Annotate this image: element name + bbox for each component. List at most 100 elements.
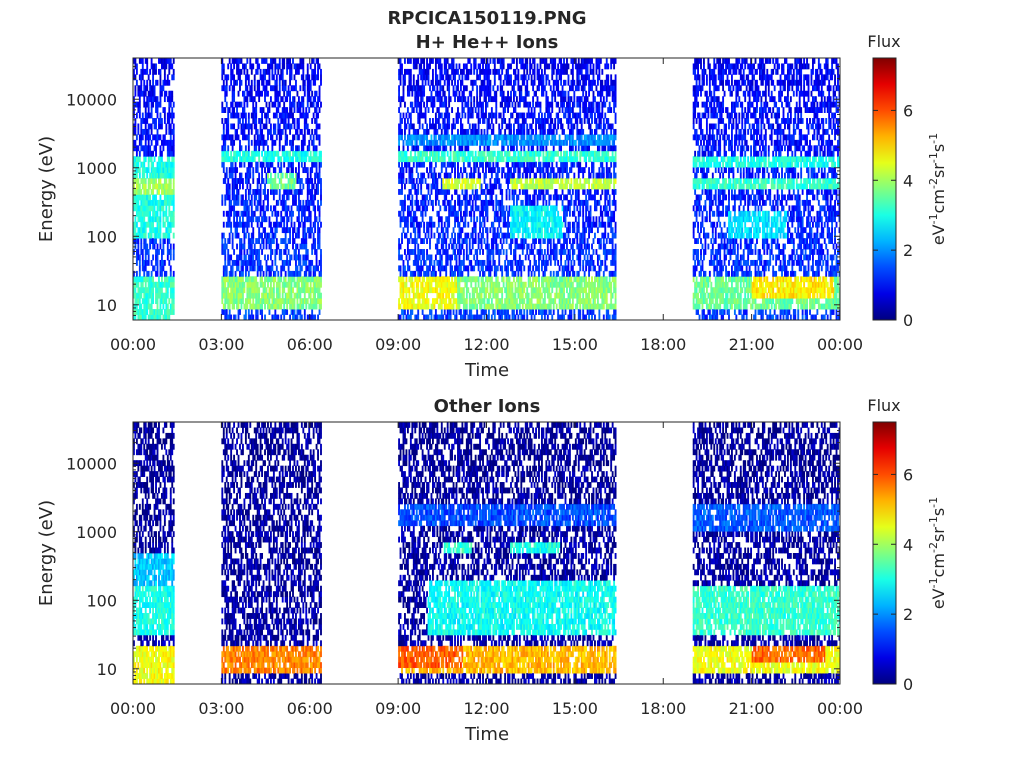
spectrogram-cell: [165, 63, 167, 69]
spectrogram-cell: [310, 265, 312, 271]
spectrogram-cell: [274, 255, 276, 261]
spectrogram-cell: [248, 80, 250, 86]
spectrogram-cell: [495, 113, 497, 119]
spectrogram-cell: [417, 129, 419, 135]
spectrogram-cell: [408, 162, 410, 168]
spectrogram-cell: [146, 118, 148, 124]
spectrogram-cell: [224, 260, 226, 266]
spectrogram-cell: [479, 178, 481, 184]
spectrogram-cell: [495, 238, 497, 244]
spectrogram-cell: [428, 69, 430, 75]
spectrogram-cell: [164, 118, 166, 124]
spectrogram-cell: [454, 233, 456, 239]
spectrogram-cell: [161, 271, 163, 277]
spectrogram-cell: [239, 216, 241, 222]
spectrogram-cell: [495, 271, 497, 277]
spectrogram-cell: [167, 293, 169, 299]
spectrogram-cell: [277, 118, 279, 124]
spectrogram-cell: [445, 238, 447, 244]
spectrogram-cell: [450, 96, 452, 102]
spectrogram-cell: [165, 91, 167, 97]
spectrogram-cell: [501, 298, 503, 304]
spectrogram-cell: [263, 271, 265, 277]
spectrogram-cell: [457, 211, 459, 217]
spectrogram-cell: [442, 74, 444, 80]
spectrogram-cell: [320, 255, 322, 261]
spectrogram-cell: [422, 265, 424, 271]
spectrogram-cell: [450, 238, 452, 244]
spectrogram-cell: [428, 129, 430, 135]
spectrogram-cell: [139, 298, 141, 304]
spectrogram-cell: [467, 96, 469, 102]
spectrogram-cell: [274, 276, 276, 282]
spectrogram-cell: [242, 265, 244, 271]
spectrogram-cell: [320, 80, 322, 86]
spectrogram-cell: [428, 80, 430, 86]
spectrogram-cell: [310, 173, 312, 179]
spectrogram-cell: [413, 178, 415, 184]
spectrogram-cell: [319, 85, 321, 91]
spectrogram-cell: [298, 145, 300, 151]
spectrogram-cell: [484, 189, 486, 195]
spectrogram-cell: [420, 184, 422, 190]
spectrogram-cell: [152, 74, 154, 80]
spectrogram-cell: [460, 309, 462, 315]
spectrogram-cell: [307, 102, 309, 108]
spectrogram-cell: [276, 227, 278, 233]
spectrogram-cell: [160, 113, 162, 119]
spectrogram-cell: [487, 184, 489, 190]
spectrogram-cell: [481, 91, 483, 97]
spectrogram-cell: [494, 58, 496, 64]
spectrogram-cell: [143, 96, 145, 102]
spectrogram-cell: [422, 156, 424, 162]
spectrogram-cell: [254, 80, 256, 86]
spectrogram-cell: [249, 184, 251, 190]
spectrogram-cell: [266, 140, 268, 146]
spectrogram-cell: [227, 145, 229, 151]
spectrogram-cell: [149, 211, 151, 217]
spectrogram-cell: [419, 298, 421, 304]
spectrogram-cell: [463, 107, 465, 113]
spectrogram-cell: [497, 211, 499, 217]
spectrogram-cell: [134, 74, 136, 80]
spectrogram-cell: [279, 63, 281, 69]
spectrogram-cell: [292, 233, 294, 239]
spectrogram-cell: [416, 178, 418, 184]
spectrogram-cell: [426, 293, 428, 299]
spectrogram-cell: [484, 298, 486, 304]
spectrogram-cell: [447, 227, 449, 233]
spectrogram-cell: [230, 255, 232, 261]
spectrogram-cell: [241, 238, 243, 244]
spectrogram-cell: [289, 227, 291, 233]
spectrogram-cell: [269, 102, 271, 108]
spectrogram-cell: [155, 151, 157, 157]
spectrogram-cell: [139, 107, 141, 113]
spectrogram-cell: [224, 304, 226, 310]
spectrogram-cell: [448, 189, 450, 195]
spectrogram-cell: [484, 282, 486, 288]
spectrogram-cell: [251, 91, 253, 97]
spectrogram-cell: [413, 282, 415, 288]
spectrogram-cell: [269, 80, 271, 86]
spectrogram-cell: [460, 211, 462, 217]
spectrogram-cell: [442, 293, 444, 299]
spectrogram-cell: [285, 85, 287, 91]
spectrogram-cell: [459, 255, 461, 261]
spectrogram-cell: [173, 129, 175, 135]
spectrogram-cell: [137, 282, 139, 288]
spectrogram-cell: [146, 63, 148, 69]
spectrogram-cell: [407, 309, 409, 315]
spectrogram-cell: [273, 194, 275, 200]
spectrogram-cell: [148, 107, 150, 113]
spectrogram-cell: [475, 227, 477, 233]
spectrogram-cell: [442, 227, 444, 233]
spectrogram-cell: [423, 102, 425, 108]
spectrogram-cell: [425, 113, 427, 119]
spectrogram-cell: [473, 211, 475, 217]
spectrogram-cell: [251, 205, 253, 211]
spectrogram-cell: [148, 167, 150, 173]
spectrogram-cell: [400, 80, 402, 86]
spectrogram-cell: [136, 69, 138, 75]
spectrogram-cell: [295, 200, 297, 206]
spectrogram-cell: [151, 124, 153, 130]
